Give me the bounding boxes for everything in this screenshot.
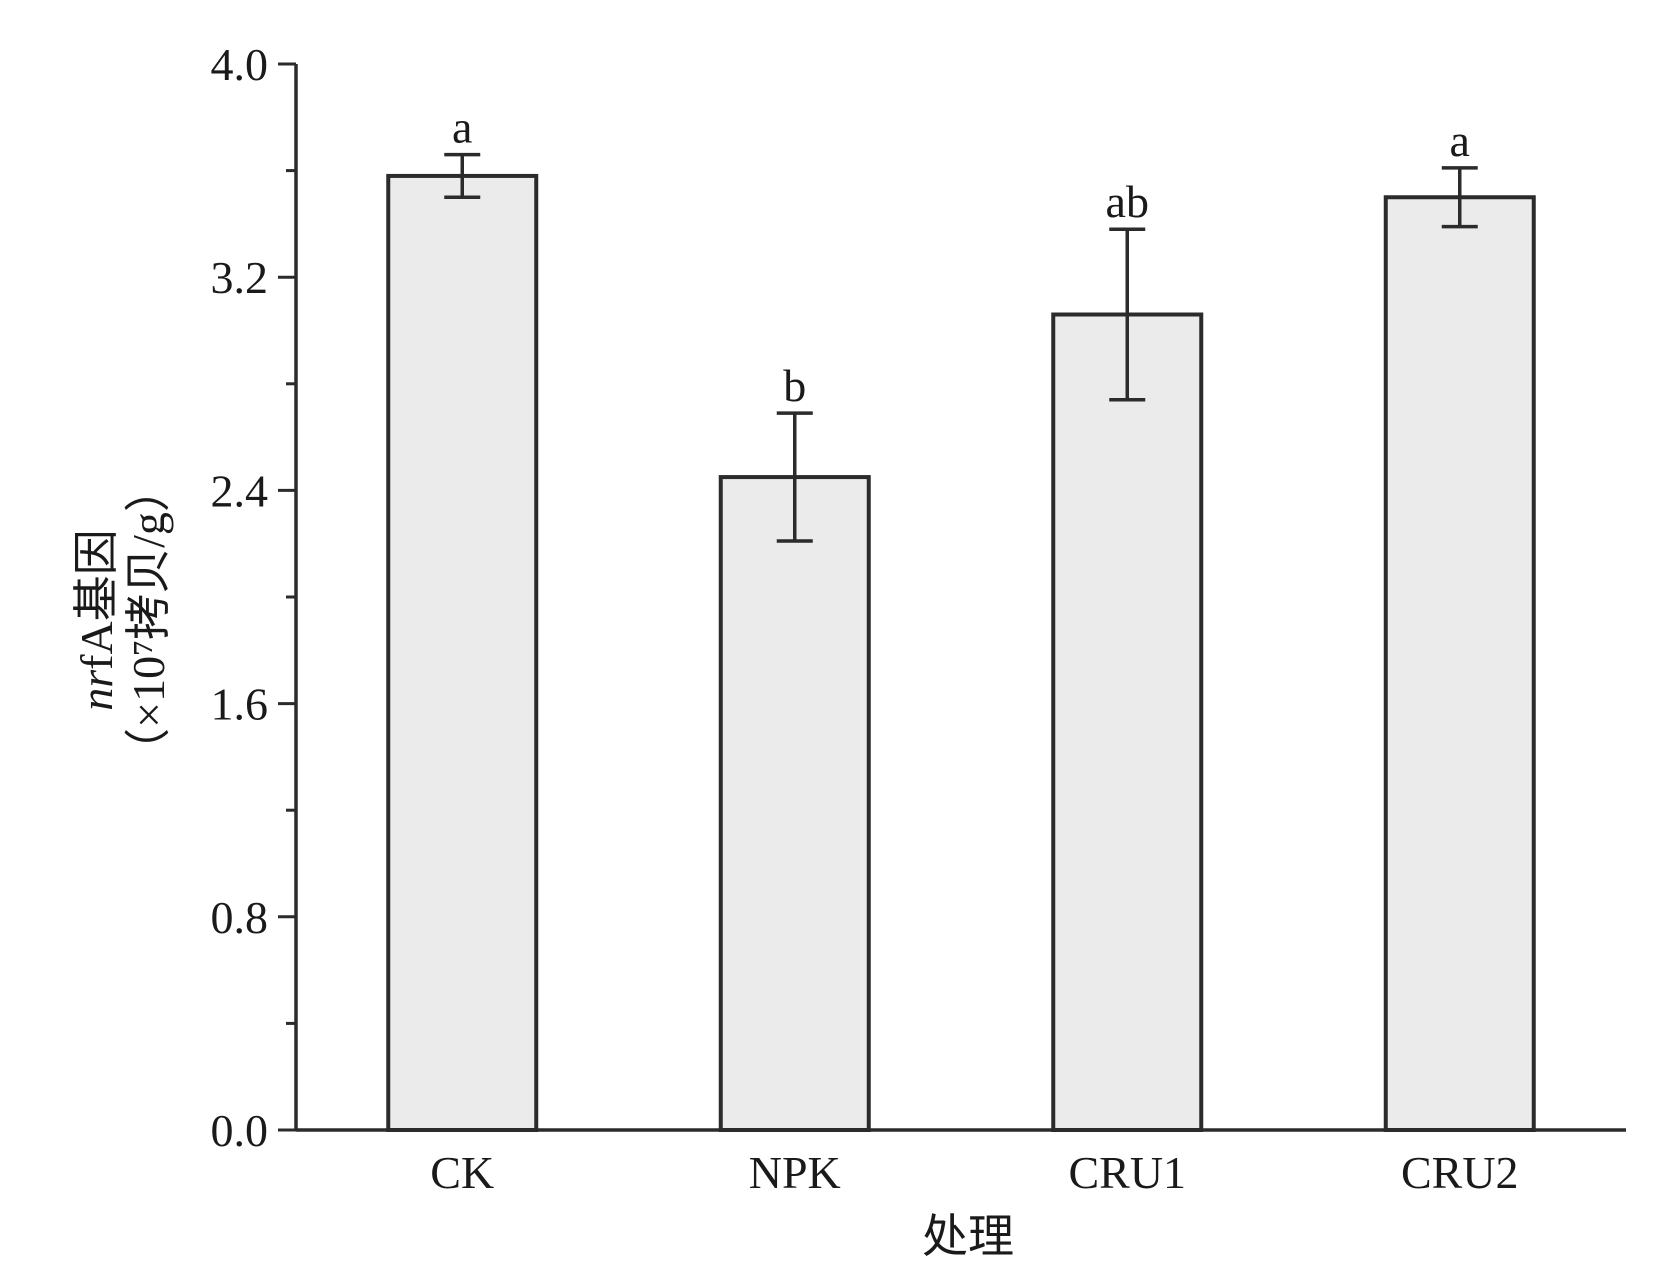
y-axis-title: nrfA基因 （×10⁷拷贝/g） [71,466,174,774]
bars: a CK b NPK ab CRU1 a CRU2 [386,102,1536,1198]
significance-label: b [783,360,806,411]
bar-ck [386,173,539,1132]
x-axis-title: 处理 [922,1211,1014,1262]
axes [294,64,1626,1132]
y-axis-gene-rest: fA基因 [71,529,122,670]
y-tick-label: 0.0 [211,1105,269,1156]
y-axis-title-line1: nrfA基因 [71,529,122,710]
bar-cru2 [1383,195,1536,1132]
significance-label: ab [1106,176,1149,227]
x-tick-label: CRU2 [1401,1147,1519,1198]
x-tick-label: CK [430,1147,494,1198]
y-tick-label: 4.0 [211,39,269,90]
bar-npk [718,475,871,1132]
significance-label: a [452,102,472,153]
bar-cru1 [1051,312,1204,1132]
y-axis-unit: （×10⁷拷贝/g） [123,466,174,774]
y-tick-label: 0.8 [211,892,269,943]
significance-label: a [1450,115,1470,166]
x-tick-label: NPK [749,1147,841,1198]
x-tick-label: CRU1 [1068,1147,1186,1198]
y-axis-ticks: 0.0 0.8 1.6 2.4 3.2 4.0 [211,39,296,1156]
y-axis-gene-italic: nr [71,669,122,711]
y-tick-label: 2.4 [211,465,269,516]
y-tick-label: 3.2 [211,252,269,303]
y-tick-label: 1.6 [211,679,269,730]
